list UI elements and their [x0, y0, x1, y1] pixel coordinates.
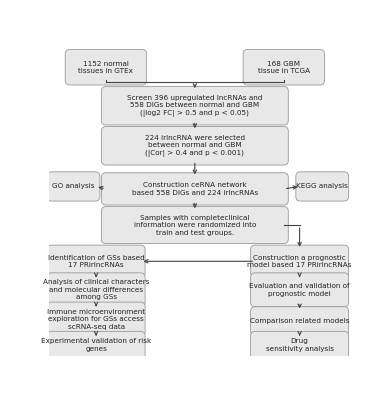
FancyBboxPatch shape [65, 50, 147, 85]
Text: Samples with completeclinical
information were randomized into
train and test gr: Samples with completeclinical informatio… [134, 214, 256, 236]
FancyBboxPatch shape [47, 331, 145, 359]
Text: Construction ceRNA network
based 558 DIGs and 224 irlncRNAs: Construction ceRNA network based 558 DIG… [132, 182, 258, 196]
Text: 168 GBM
tissue in TCGA: 168 GBM tissue in TCGA [258, 60, 310, 74]
Text: Identification of GSs based
17 PRirlncRNAs: Identification of GSs based 17 PRirlncRN… [48, 254, 144, 268]
Text: Experimental validation of risk
genes: Experimental validation of risk genes [41, 338, 151, 352]
Text: Drug
sensitivity analysis: Drug sensitivity analysis [266, 338, 334, 352]
Text: Screen 396 upregulated lncRNAs and
558 DIGs between normal and GBM
(|log2 FC| > : Screen 396 upregulated lncRNAs and 558 D… [127, 95, 263, 117]
Text: Construction a prognostic
model based 17 PRirlncRNAs: Construction a prognostic model based 17… [247, 254, 352, 268]
Text: 224 irlncRNA were selected
between normal and GBM
(|Cor| > 0.4 and p < 0.001): 224 irlncRNA were selected between norma… [145, 135, 245, 157]
Text: GO analysis: GO analysis [52, 184, 95, 190]
FancyBboxPatch shape [251, 245, 349, 278]
Text: 1152 normal
tissues in GTEx: 1152 normal tissues in GTEx [79, 60, 133, 74]
Text: Comparison related models: Comparison related models [250, 318, 349, 324]
FancyBboxPatch shape [102, 86, 288, 125]
FancyBboxPatch shape [47, 302, 145, 336]
FancyBboxPatch shape [251, 331, 349, 359]
FancyBboxPatch shape [102, 173, 288, 205]
Text: KEGG analysis: KEGG analysis [296, 184, 348, 190]
Text: Analysis of clinical characters
and molecular differences
among GSs: Analysis of clinical characters and mole… [43, 279, 149, 300]
FancyBboxPatch shape [296, 172, 349, 201]
FancyBboxPatch shape [102, 207, 288, 244]
FancyBboxPatch shape [251, 307, 349, 336]
Text: Immune microenvironment
exploration for GSs access
scRNA-seq data: Immune microenvironment exploration for … [47, 308, 145, 330]
FancyBboxPatch shape [47, 273, 145, 307]
Text: Evaluation and validation of
prognostic model: Evaluation and validation of prognostic … [249, 283, 350, 296]
FancyBboxPatch shape [102, 126, 288, 165]
FancyBboxPatch shape [243, 50, 324, 85]
FancyBboxPatch shape [251, 273, 349, 307]
FancyBboxPatch shape [47, 172, 100, 201]
FancyBboxPatch shape [47, 245, 145, 278]
